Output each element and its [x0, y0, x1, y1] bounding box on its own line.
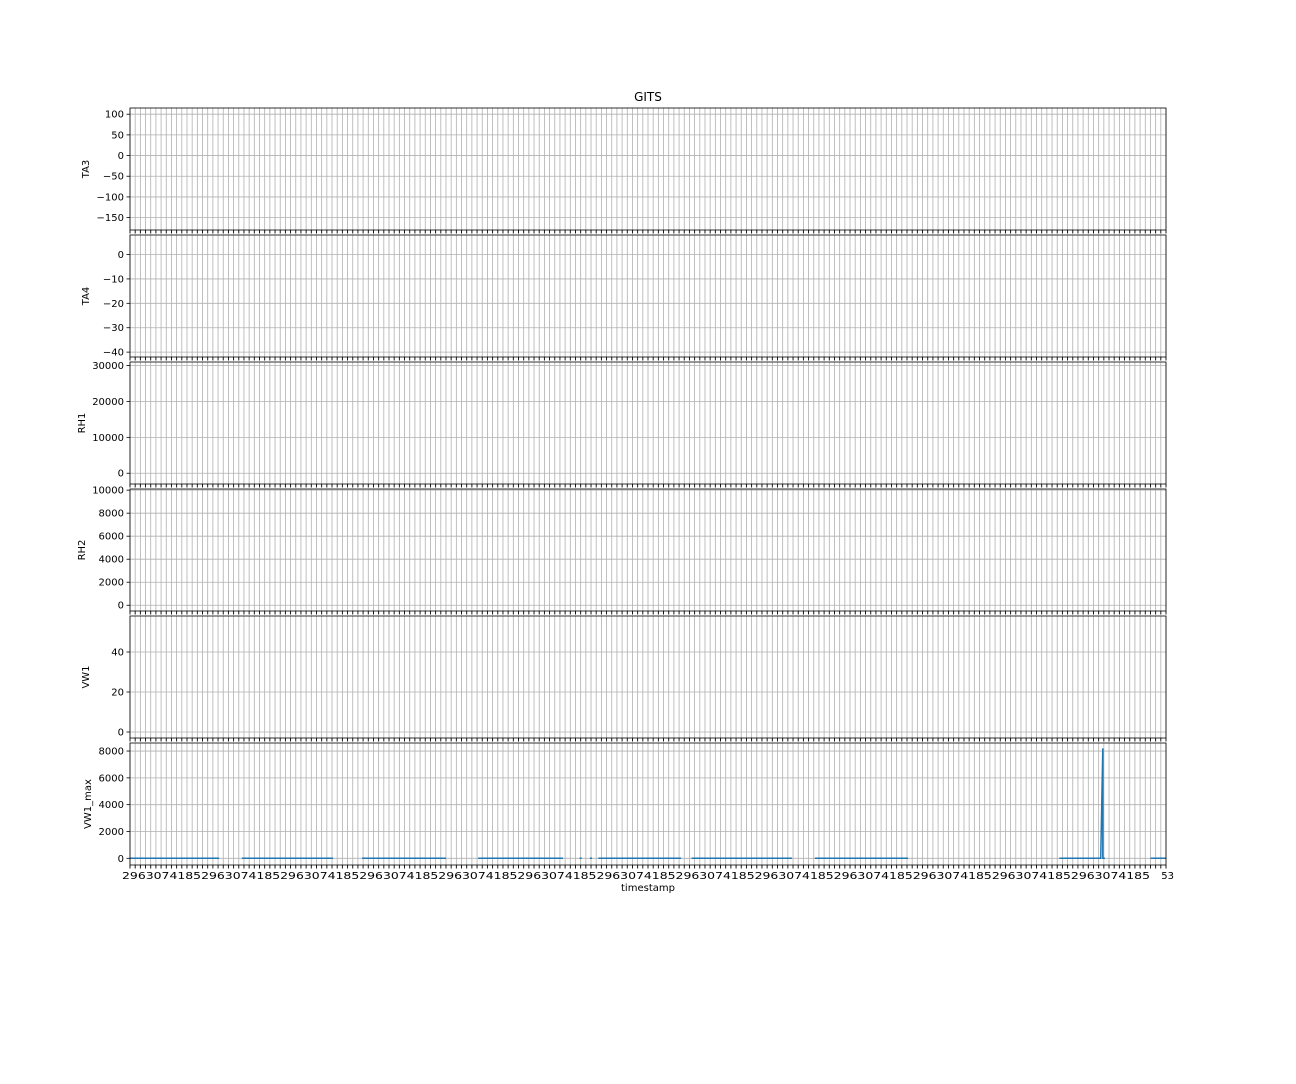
panel-1-x-gridlines — [129, 108, 1167, 230]
panel-6-y-tick-label: 8000 — [99, 747, 124, 758]
panel-4-x-ticks — [129, 611, 1167, 615]
panel-6-x-ticks — [129, 865, 1167, 869]
panel-1-frame — [129, 107, 1167, 231]
panel-4-y-tick-label: 4000 — [99, 555, 124, 566]
panel-1-x-ticks — [129, 230, 1167, 234]
panel-4-frame — [129, 488, 1167, 612]
panel-1-y-tick-label: −150 — [97, 213, 124, 224]
panel-5-x-ticks — [129, 738, 1167, 742]
panel-6-y-tick-label: 4000 — [99, 800, 124, 811]
panel-6-y-tick-label: 0 — [118, 854, 124, 865]
panel-3-y-tick-label: 10000 — [92, 433, 124, 444]
panel-5-y-tick-label: 40 — [111, 648, 124, 659]
panel-5-y-tick-label: 0 — [118, 728, 124, 739]
panel-2-y-axis-label: TA4 — [81, 287, 92, 307]
panel-3-y-axis-label: RH1 — [77, 413, 88, 434]
panel-6-y-axis-label: VW1_max — [83, 779, 94, 829]
panel-4-y-tick-label: 6000 — [99, 532, 124, 543]
x-tick-labels-cluster: 2963074185296307418529630741852963074185… — [122, 871, 1150, 882]
panel-4-y-tick-label: 10000 — [92, 486, 124, 497]
panel-4-y-tick-label: 0 — [118, 601, 124, 612]
panel-2-y-tick-label: −20 — [103, 299, 124, 310]
x-axis-label: timestamp — [621, 883, 675, 894]
panel-2-x-ticks — [129, 357, 1167, 361]
panel-3-y-tick-label: 30000 — [92, 361, 124, 372]
panel-6-y-tick-label: 6000 — [99, 773, 124, 784]
panel-1-y-tick-label: 50 — [111, 130, 124, 141]
panel-1-y-tick-label: −100 — [97, 192, 124, 203]
panel-5-y-tick-label: 20 — [111, 688, 124, 699]
panel-6-y-tick-label: 2000 — [99, 827, 124, 838]
panel-2-y-tick-label: −40 — [103, 348, 124, 359]
x-tick-label-last: 53 — [1161, 871, 1174, 882]
panel-6-series-segment — [1059, 748, 1105, 859]
panel-3-x-ticks — [129, 484, 1167, 488]
panel-5-frame — [129, 615, 1167, 739]
panel-6-x-gridlines — [129, 743, 1167, 865]
panel-3-frame — [129, 361, 1167, 485]
panel-5-x-gridlines — [129, 616, 1167, 738]
panel-3-y-tick-label: 0 — [118, 469, 124, 480]
panel-2-y-tick-label: −30 — [103, 323, 124, 334]
panel-5-y-axis-label: VW1 — [81, 665, 92, 688]
panel-2-x-gridlines — [129, 235, 1167, 357]
panel-4-x-gridlines — [129, 489, 1167, 611]
panel-3-y-tick-label: 20000 — [92, 397, 124, 408]
panel-1-y-tick-label: 100 — [105, 110, 124, 121]
panel-4-y-tick-label: 2000 — [99, 578, 124, 589]
panel-1-y-axis-label: TA3 — [81, 160, 92, 180]
panel-3-x-gridlines — [129, 362, 1167, 484]
panel-2-frame — [129, 234, 1167, 358]
panel-2-y-tick-label: −10 — [103, 274, 124, 285]
panel-4-y-axis-label: RH2 — [77, 540, 88, 561]
panel-4-y-tick-label: 8000 — [99, 509, 124, 520]
chart-title: GITS — [634, 90, 662, 104]
panel-1-y-tick-label: −50 — [103, 172, 124, 183]
panel-2-y-tick-label: 0 — [118, 250, 124, 261]
panel-1-y-tick-label: 0 — [118, 151, 124, 162]
panel-6-frame — [129, 742, 1167, 866]
